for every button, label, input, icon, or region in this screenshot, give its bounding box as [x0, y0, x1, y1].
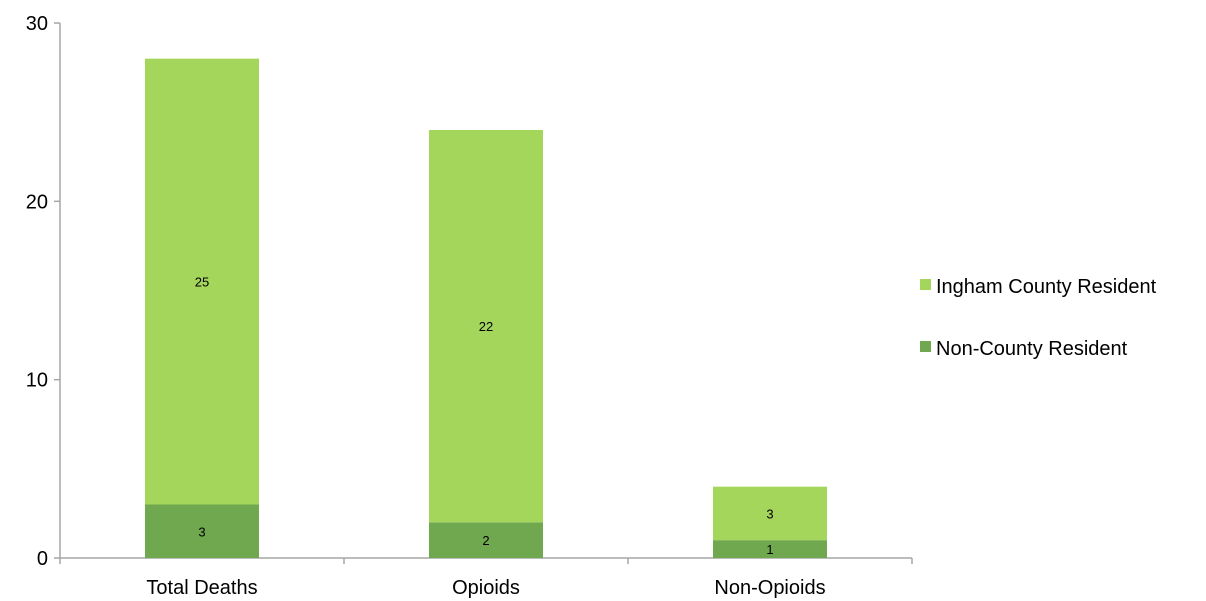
x-category-label: Opioids: [452, 577, 520, 599]
y-tick-label: 30: [26, 13, 48, 35]
x-category-label: Total Deaths: [146, 577, 257, 599]
legend-label: Ingham County Resident: [936, 276, 1157, 298]
legend-label: Non-County Resident: [936, 338, 1128, 360]
bar-ingham-county[interactable]: [429, 130, 543, 523]
bar-non-county[interactable]: [429, 522, 543, 558]
data-label: 25: [195, 275, 209, 290]
y-tick-label: 20: [26, 191, 48, 213]
data-label: 3: [766, 506, 773, 521]
y-tick-label: 10: [26, 370, 48, 392]
data-label: 22: [479, 319, 493, 334]
data-label: 3: [198, 524, 205, 539]
data-label: 2: [482, 533, 489, 548]
bar-ingham-county[interactable]: [145, 58, 259, 505]
bar-non-county[interactable]: [713, 540, 827, 558]
legend-swatch: [920, 279, 931, 290]
bar-non-county[interactable]: [145, 504, 259, 559]
bar-ingham-county[interactable]: [713, 486, 827, 541]
legend-swatch: [920, 341, 931, 352]
data-label: 1: [766, 542, 773, 557]
y-tick-label: 0: [37, 548, 48, 570]
x-category-label: Non-Opioids: [714, 577, 825, 599]
